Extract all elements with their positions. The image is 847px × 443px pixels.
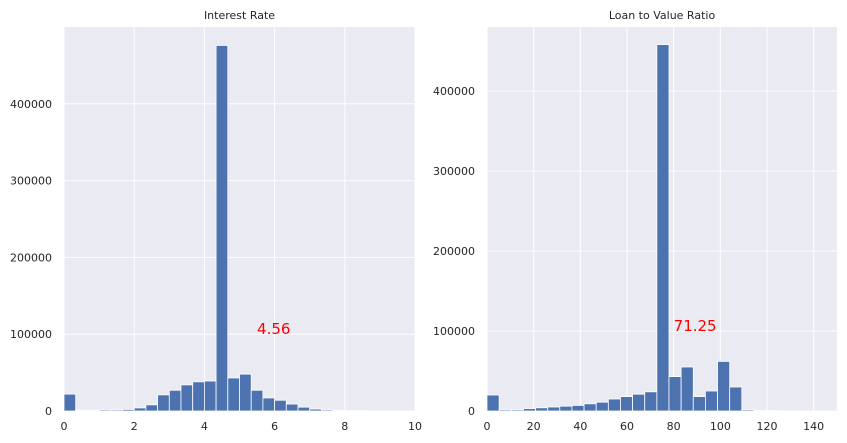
- y-tick-label: 0: [468, 405, 475, 418]
- histogram-bar: [227, 377, 240, 412]
- histogram-bar: [523, 408, 536, 412]
- histogram-bar: [133, 407, 147, 412]
- y-tick-label: 300000: [433, 165, 475, 178]
- histogram-bar: [668, 376, 682, 412]
- histogram-bar: [559, 405, 573, 412]
- x-tick-label: 80: [667, 420, 681, 433]
- histogram-bar: [250, 389, 264, 412]
- interest-rate-panel: 0 2 4 6 8 10 0 100000 200000 300000 400000 Intere…: [10, 9, 422, 433]
- histogram-bar: [595, 401, 609, 412]
- histogram-bar: [192, 381, 205, 412]
- histogram-bar: [297, 406, 311, 412]
- plot-area: [64, 27, 415, 411]
- y-tick-label: 200000: [10, 251, 52, 264]
- histogram-bar: [729, 386, 743, 412]
- y-tick-label: 200000: [433, 245, 475, 258]
- y-tick-label: 100000: [10, 328, 52, 341]
- y-tick-label: 300000: [10, 175, 52, 188]
- y-tick-label: 100000: [433, 325, 475, 338]
- histogram-bar: [680, 366, 694, 412]
- x-tick-label: 8: [341, 420, 348, 433]
- annotation-label: 71.25: [674, 317, 717, 335]
- histogram-bar: [332, 409, 346, 412]
- histogram-bar: [63, 393, 77, 412]
- histogram-bar: [705, 390, 718, 412]
- histogram-bar: [498, 409, 512, 412]
- histogram-bar: [309, 408, 322, 412]
- chart-title: Interest Rate: [204, 9, 275, 22]
- histogram-bar: [239, 373, 252, 412]
- histogram-bar: [262, 397, 276, 412]
- histogram-bar: [285, 403, 299, 412]
- histogram-bar: [620, 396, 634, 412]
- histogram-bar: [535, 407, 549, 412]
- x-tick-label: 6: [271, 420, 278, 433]
- x-tick-labels: 0 20 40 60 80 100 120 140: [484, 420, 825, 433]
- x-tick-label: 10: [408, 420, 422, 433]
- ltv-panel: 0 20 40 60 80 100 120 140 0 100000 200000 300000 40…: [433, 9, 837, 433]
- y-tick-labels: 0 100000 200000 300000 400000: [433, 85, 475, 418]
- histogram-bar: [583, 403, 597, 412]
- histogram-bar: [157, 394, 170, 412]
- histogram-bar: [122, 409, 135, 412]
- histogram-bar: [571, 404, 585, 412]
- chart-title: Loan to Value Ratio: [609, 9, 716, 22]
- x-tick-label: 120: [757, 420, 778, 433]
- x-tick-label: 0: [61, 420, 68, 433]
- histogram-bar: [547, 406, 561, 412]
- histogram-bar: [110, 409, 123, 412]
- histogram-bar: [274, 399, 287, 412]
- x-tick-label: 140: [803, 420, 824, 433]
- x-tick-label: 0: [484, 420, 491, 433]
- histogram-bar: [98, 409, 112, 412]
- histogram-bar: [320, 409, 334, 412]
- histogram-bars: [63, 45, 369, 412]
- y-tick-label: 0: [45, 405, 52, 418]
- x-tick-label: 60: [620, 420, 634, 433]
- histogram-bar: [632, 393, 646, 412]
- histogram-bar: [215, 45, 229, 412]
- histogram-bar: [203, 380, 217, 412]
- x-tick-labels: 0 2 4 6 8 10: [61, 420, 423, 433]
- y-tick-labels: 0 100000 200000 300000 400000: [10, 98, 52, 418]
- gridlines: [486, 27, 837, 412]
- histogram-bar: [87, 409, 100, 412]
- histogram-bar: [486, 394, 500, 412]
- annotation-label: 4.56: [257, 320, 290, 338]
- x-tick-label: 100: [710, 420, 731, 433]
- histogram-bar: [145, 404, 158, 412]
- y-tick-label: 400000: [433, 85, 475, 98]
- y-tick-label: 400000: [10, 98, 52, 111]
- x-tick-label: 40: [573, 420, 587, 433]
- histogram-bar: [75, 409, 88, 412]
- histogram-bar: [510, 409, 524, 412]
- histogram-bar: [644, 391, 658, 412]
- x-tick-label: 2: [131, 420, 138, 433]
- histogram-bar: [717, 360, 731, 412]
- histogram-bar: [180, 384, 194, 412]
- histogram-bar: [741, 409, 755, 412]
- histogram-bar: [656, 44, 670, 412]
- histogram-bar: [168, 389, 182, 412]
- histogram-bar: [692, 396, 706, 412]
- x-tick-label: 4: [201, 420, 208, 433]
- x-tick-label: 20: [527, 420, 541, 433]
- histogram-bars: [486, 44, 779, 412]
- histogram-bar: [607, 398, 621, 412]
